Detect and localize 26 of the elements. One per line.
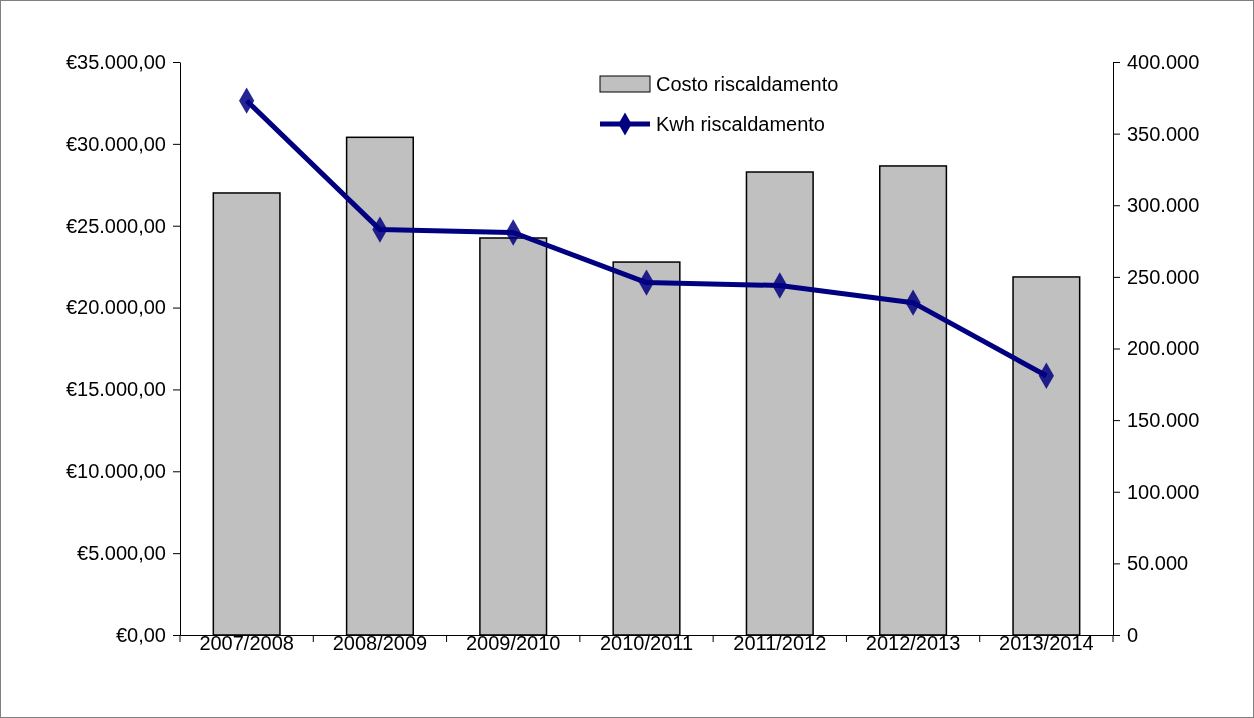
x-tick-label: 2011/2012 bbox=[733, 632, 827, 654]
legend-label: Kwh riscaldamento bbox=[656, 113, 825, 135]
x-tick-label: 2009/2010 bbox=[465, 632, 561, 654]
y-tick-label: €35.000,00 bbox=[65, 50, 166, 73]
y2-tick-label: 350.000 bbox=[1127, 122, 1200, 145]
y2-tick-label: 400.000 bbox=[1127, 50, 1200, 73]
y2-tick-label: 100.000 bbox=[1127, 480, 1200, 503]
y2-tick-label: 200.000 bbox=[1127, 337, 1200, 360]
y-tick-label: €30.000,00 bbox=[65, 132, 166, 155]
x-tick-label: 2013/2014 bbox=[999, 632, 1094, 654]
y-tick-label: €10.000,00 bbox=[65, 460, 166, 483]
x-tick-label: 2008/2009 bbox=[332, 632, 428, 654]
y-tick-label: €0,00 bbox=[115, 623, 166, 646]
y2-tick-label: 150.000 bbox=[1127, 409, 1200, 432]
x-tick-label: 2007/2008 bbox=[199, 632, 294, 654]
x-tick-label: 2012/2013 bbox=[865, 632, 961, 654]
y-tick-label: €5.000,00 bbox=[77, 542, 166, 565]
y2-tick-label: 50.000 bbox=[1127, 552, 1189, 575]
legend-label: Costo riscaldamento bbox=[656, 73, 839, 95]
y2-tick-label: 0 bbox=[1127, 623, 1139, 646]
x-tick-label: 2010/2011 bbox=[599, 632, 694, 654]
y-tick-label: €20.000,00 bbox=[65, 296, 166, 319]
y-tick-label: €25.000,00 bbox=[65, 214, 166, 237]
y2-tick-label: 300.000 bbox=[1127, 194, 1200, 217]
y2-tick-label: 250.000 bbox=[1127, 265, 1200, 288]
y-tick-label: €15.000,00 bbox=[65, 378, 166, 401]
